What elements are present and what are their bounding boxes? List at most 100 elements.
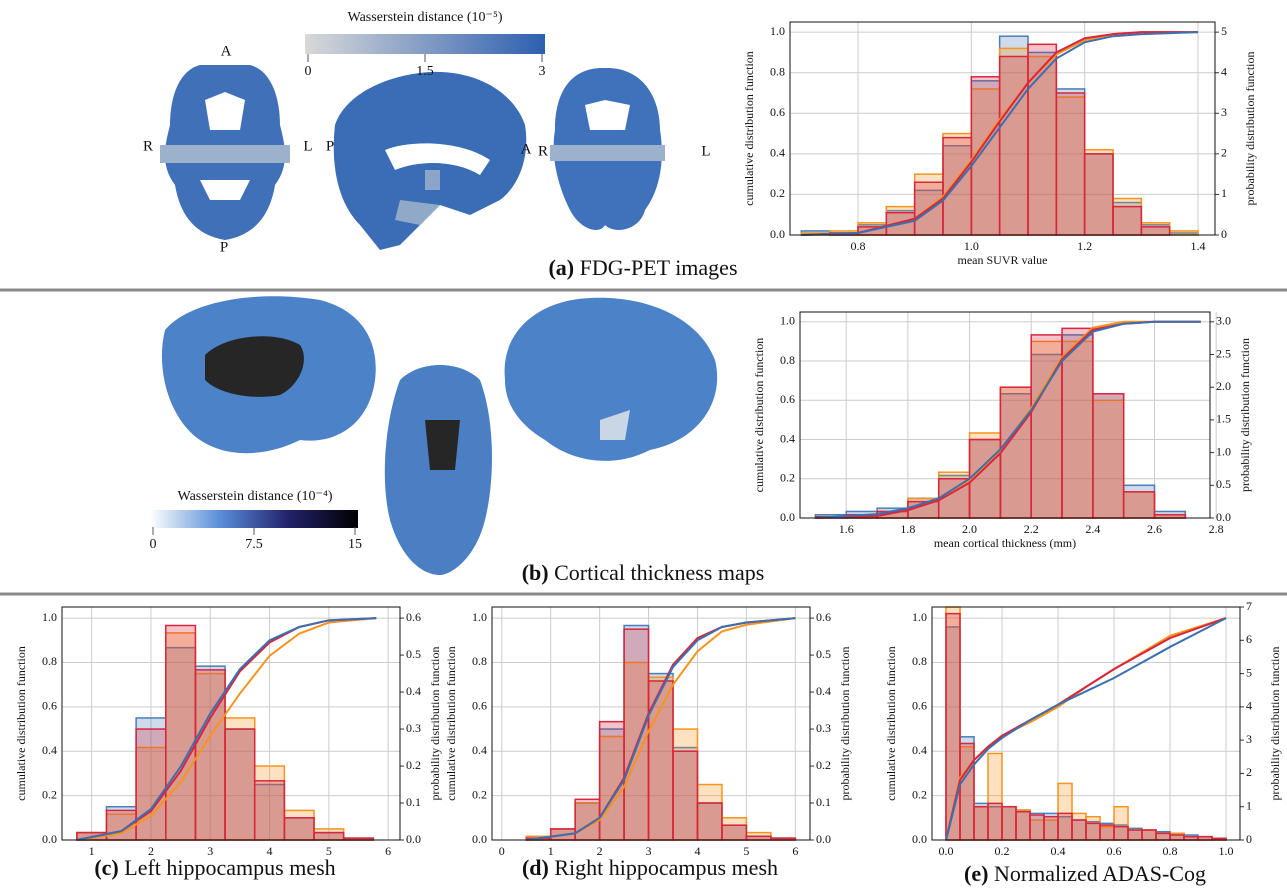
histogram-bar xyxy=(165,632,197,841)
colorbar xyxy=(150,510,358,528)
x-tick-label: 2.2 xyxy=(1024,522,1039,536)
histogram-bar xyxy=(1043,815,1059,841)
y-tick-label: 0.2 xyxy=(912,787,927,801)
cdf-line xyxy=(945,617,1227,841)
colorbar-tick-label: 0 xyxy=(305,64,312,79)
y2-tick-label: 3.0 xyxy=(1216,314,1231,328)
y-tick-label: 0.8 xyxy=(770,64,785,78)
y2-axis-label: probability distribution function xyxy=(838,647,852,801)
x-tick-label: 1.8 xyxy=(900,522,915,536)
y-axis-label: cumulative distribution function xyxy=(14,646,28,801)
histogram-bar xyxy=(283,817,315,841)
y-tick-label: 0.6 xyxy=(42,699,57,713)
histogram-bar xyxy=(165,624,197,841)
y2-tick-label: 5 xyxy=(1246,665,1252,679)
chart: 1 2 3 4 5 6 0.0 0.2 0.4 0.6 0.8 1.0 0.0 0.1 0.2 0.3 0.4 0… xyxy=(14,606,442,858)
cortex-lateral xyxy=(504,297,718,461)
x-tick-label: 3 xyxy=(207,844,213,858)
fdg-brain-sagittal xyxy=(333,71,527,250)
plot-frame xyxy=(931,606,1241,841)
x-tick-label: 2.8 xyxy=(1209,522,1224,536)
x-tick-label: 0.4 xyxy=(1051,844,1066,858)
y2-tick-label: 4 xyxy=(1246,699,1252,713)
x-tick-label: 0.8 xyxy=(1163,844,1178,858)
y2-tick-label: 1 xyxy=(1221,186,1227,200)
histogram-bar xyxy=(1071,819,1087,841)
x-tick-label: 0.0 xyxy=(939,844,954,858)
x-tick-label: 0.6 xyxy=(1107,844,1122,858)
y2-tick-label: 0.5 xyxy=(816,647,831,661)
histogram-bar xyxy=(1140,226,1171,236)
histogram-bar xyxy=(1155,832,1171,841)
y-tick-label: 0.6 xyxy=(472,699,487,713)
histogram-bar xyxy=(1015,810,1031,841)
orientation-label: P xyxy=(326,138,334,154)
x-tick-label: 1 xyxy=(548,844,554,858)
colorbar-title: Wasserstein distance (10⁻⁴) xyxy=(178,489,333,504)
y2-tick-label: 0.3 xyxy=(816,721,831,735)
y2-tick-label: 7 xyxy=(1246,599,1252,613)
cdf-line xyxy=(76,617,377,841)
y2-tick-label: 0.4 xyxy=(816,684,831,698)
histogram-bar xyxy=(1001,805,1017,841)
y-tick-label: 0.2 xyxy=(770,186,785,200)
y-tick-label: 0.4 xyxy=(770,146,785,160)
x-tick-label: 2 xyxy=(597,844,603,858)
x-tick-label: 2 xyxy=(148,844,154,858)
histogram-bar xyxy=(1169,834,1185,841)
caption-text: Normalized ADAS-Cog xyxy=(994,861,1206,886)
histogram-bar xyxy=(194,669,226,841)
histogram-bar xyxy=(1099,824,1115,841)
y2-tick-label: 2.5 xyxy=(1216,346,1231,360)
chart: 1.6 1.8 2.0 2.2 2.4 2.6 2.80.00.20.40.60.81.00… xyxy=(752,311,1252,550)
y2-tick-label: 3 xyxy=(1221,105,1227,119)
histogram-bar xyxy=(973,805,989,841)
x-axis-label: mean SUVR value xyxy=(958,253,1048,267)
caption: (b) Cortical thickness maps xyxy=(522,560,765,585)
plot-frame xyxy=(491,606,811,841)
cdf-line xyxy=(76,617,377,841)
y2-tick-label: 0.5 xyxy=(1216,477,1231,491)
cdf-line xyxy=(801,31,1199,236)
histogram-bar xyxy=(1061,327,1094,519)
colorbar-tick-label: 3 xyxy=(539,64,546,79)
caption-text: Left hippocampus mesh xyxy=(124,855,335,880)
histogram-bar xyxy=(959,742,975,841)
y-tick-label: 0.4 xyxy=(912,743,927,757)
colorbar-title: Wasserstein distance (10⁻⁵) xyxy=(348,10,503,25)
y2-tick-label: 4 xyxy=(1221,64,1227,78)
histogram-bar xyxy=(745,835,772,841)
y-tick-label: 0.0 xyxy=(780,510,795,524)
y2-tick-label: 1.0 xyxy=(1216,444,1231,458)
x-tick-label: 6 xyxy=(792,844,798,858)
histogram-bar xyxy=(998,55,1029,236)
colorbar-tick-label: 1.5 xyxy=(416,64,434,79)
histogram-bar xyxy=(135,728,167,841)
histogram-bar xyxy=(987,802,1003,841)
y2-tick-label: 5 xyxy=(1221,24,1227,38)
y2-tick-label: 0.1 xyxy=(406,795,421,809)
y-tick-label: 1.0 xyxy=(780,314,795,328)
histogram-bar xyxy=(1027,43,1058,236)
histogram-bar xyxy=(1141,829,1157,841)
histogram-bar xyxy=(1061,334,1094,519)
histogram-bar xyxy=(999,386,1032,519)
y2-axis-label: probability distribution function xyxy=(1238,338,1252,492)
caption-letter: (d) xyxy=(522,855,549,880)
x-tick-label: 6 xyxy=(385,844,391,858)
cdf-line xyxy=(526,617,796,841)
histogram-bar xyxy=(721,824,748,841)
x-tick-label: 5 xyxy=(743,844,749,858)
x-tick-label: 0 xyxy=(499,844,505,858)
caption-text: FDG-PET images xyxy=(580,255,738,280)
histogram-bar xyxy=(623,628,650,841)
caption-text: Right hippocampus mesh xyxy=(554,855,778,880)
y-tick-label: 0.0 xyxy=(42,832,57,846)
x-axis-label: mean cortical thickness (mm) xyxy=(934,536,1076,550)
y-axis-label: cumulative distribution function xyxy=(742,51,756,206)
histogram-bar xyxy=(1112,201,1143,236)
histogram-bar xyxy=(1127,829,1143,841)
histogram-bar xyxy=(253,780,286,841)
histogram-bar xyxy=(672,750,699,841)
